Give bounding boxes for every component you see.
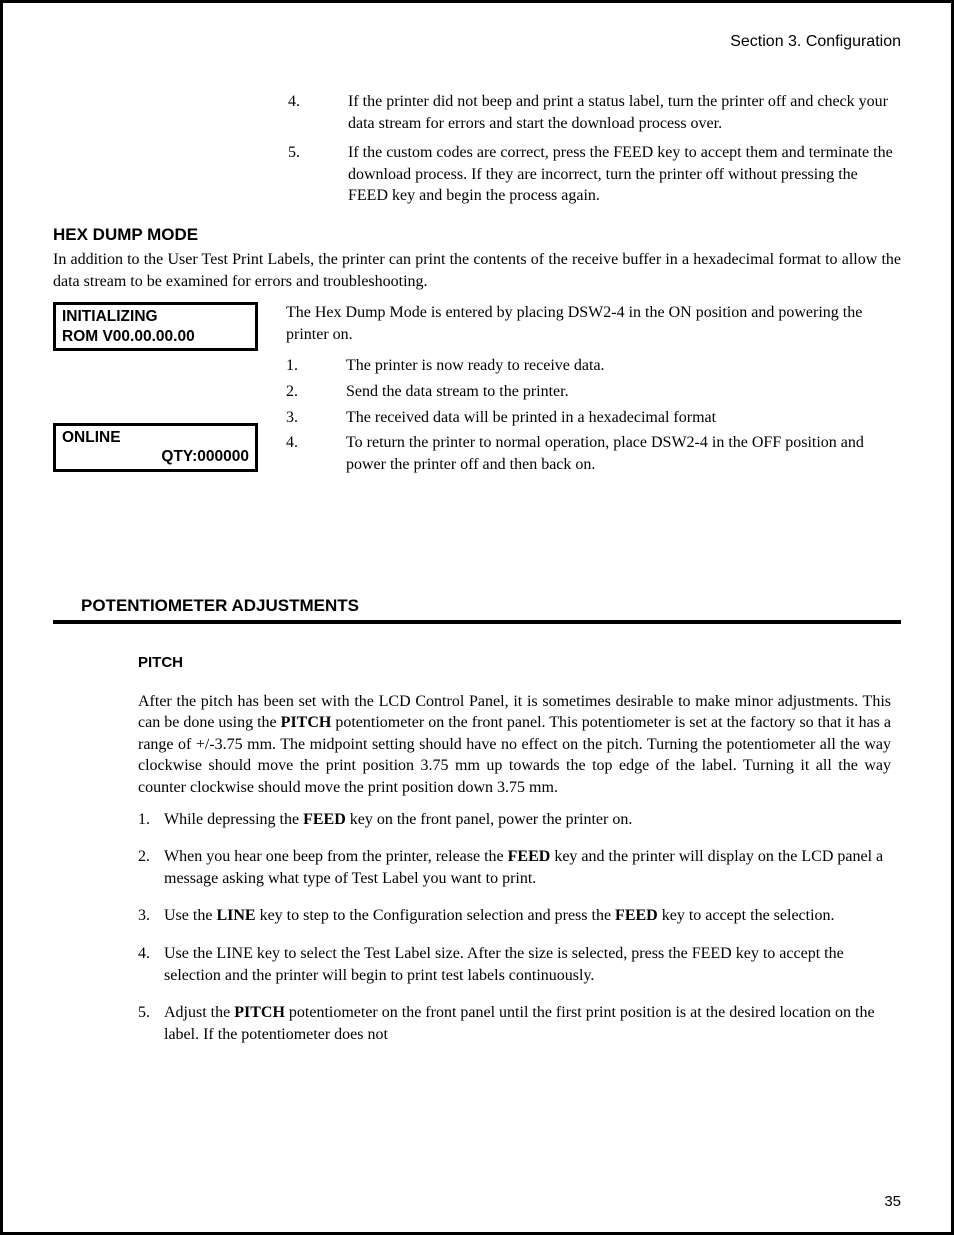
lcd-online: ONLINE QTY:000000	[53, 423, 258, 472]
pitch-paragraph: After the pitch has been set with the LC…	[138, 691, 891, 799]
list-item: 3. Use the LINE key to step to the Confi…	[138, 905, 891, 927]
section-rule	[53, 620, 901, 624]
hex-dump-intro: In addition to the User Test Print Label…	[53, 249, 901, 292]
list-item: 1. While depressing the FEED key on the …	[138, 809, 891, 831]
list-item: 3. The received data will be printed in …	[286, 407, 901, 429]
item-number: 3.	[138, 905, 164, 927]
text-run: When you hear one beep from the printer,…	[164, 848, 508, 865]
running-header: Section 3. Configuration	[53, 33, 901, 51]
text-run: key to step to the Configuration selecti…	[256, 907, 615, 924]
item-number: 1.	[286, 355, 346, 377]
pitch-steps: 1. While depressing the FEED key on the …	[138, 809, 891, 1046]
potentiometer-heading: POTENTIOMETER ADJUSTMENTS	[81, 596, 901, 620]
item-text: If the custom codes are correct, press t…	[348, 142, 901, 207]
page: Section 3. Configuration 4. If the print…	[0, 0, 954, 1235]
pitch-heading: PITCH	[138, 654, 891, 671]
item-number: 5.	[138, 1002, 164, 1045]
lcd-line-1: INITIALIZING	[62, 307, 249, 326]
bold-run: FEED	[303, 811, 346, 828]
item-text: The printer is now ready to receive data…	[346, 355, 901, 377]
item-number: 5.	[288, 142, 348, 207]
page-number: 35	[884, 1193, 901, 1210]
lcd-line-1: ONLINE	[62, 428, 249, 447]
item-number: 1.	[138, 809, 164, 831]
item-text: Use the LINE key to select the Test Labe…	[164, 943, 891, 986]
item-number: 2.	[286, 381, 346, 403]
bold-run: PITCH	[234, 1004, 285, 1021]
item-text: To return the printer to normal operatio…	[346, 432, 901, 475]
download-steps-continued: 4. If the printer did not beep and print…	[288, 91, 901, 207]
item-number: 4.	[138, 943, 164, 986]
list-item: 5. Adjust the PITCH potentiometer on the…	[138, 1002, 891, 1045]
item-text: Send the data stream to the printer.	[346, 381, 901, 403]
item-text: Adjust the PITCH potentiometer on the fr…	[164, 1002, 891, 1045]
list-item: 2. When you hear one beep from the print…	[138, 846, 891, 889]
text-run: Use the	[164, 907, 216, 924]
item-text: When you hear one beep from the printer,…	[164, 846, 891, 889]
item-text: Use the LINE key to step to the Configur…	[164, 905, 891, 927]
item-number: 4.	[288, 91, 348, 134]
text-run: key on the front panel, power the printe…	[346, 811, 633, 828]
text-run: key to accept the selection.	[658, 907, 835, 924]
bold-run: PITCH	[281, 714, 332, 731]
hex-steps-column: The Hex Dump Mode is entered by placing …	[286, 302, 901, 544]
list-item: 4. Use the LINE key to select the Test L…	[138, 943, 891, 986]
list-item: 4. If the printer did not beep and print…	[288, 91, 901, 134]
item-text: If the printer did not beep and print a …	[348, 91, 901, 134]
bold-run: FEED	[508, 848, 551, 865]
text-run: Adjust the	[164, 1004, 234, 1021]
item-text: The received data will be printed in a h…	[346, 407, 901, 429]
list-item: 1. The printer is now ready to receive d…	[286, 355, 901, 377]
hex-right-intro: The Hex Dump Mode is entered by placing …	[286, 302, 901, 345]
hex-dump-body: INITIALIZING ROM V00.00.00.00 ONLINE QTY…	[53, 302, 901, 544]
list-item: 2. Send the data stream to the printer.	[286, 381, 901, 403]
item-number: 3.	[286, 407, 346, 429]
hex-dump-heading: HEX DUMP MODE	[53, 225, 901, 245]
bold-run: FEED	[615, 907, 658, 924]
lcd-column: INITIALIZING ROM V00.00.00.00 ONLINE QTY…	[53, 302, 258, 544]
item-number: 2.	[138, 846, 164, 889]
lcd-line-2: QTY:000000	[62, 447, 249, 466]
text-run: While depressing the	[164, 811, 303, 828]
item-number: 4.	[286, 432, 346, 475]
lcd-line-2: ROM V00.00.00.00	[62, 327, 249, 346]
list-item: 5. If the custom codes are correct, pres…	[288, 142, 901, 207]
list-item: 4. To return the printer to normal opera…	[286, 432, 901, 475]
bold-run: LINE	[216, 907, 255, 924]
item-text: While depressing the FEED key on the fro…	[164, 809, 891, 831]
pitch-subsection: PITCH After the pitch has been set with …	[138, 654, 891, 1046]
lcd-initializing: INITIALIZING ROM V00.00.00.00	[53, 302, 258, 351]
